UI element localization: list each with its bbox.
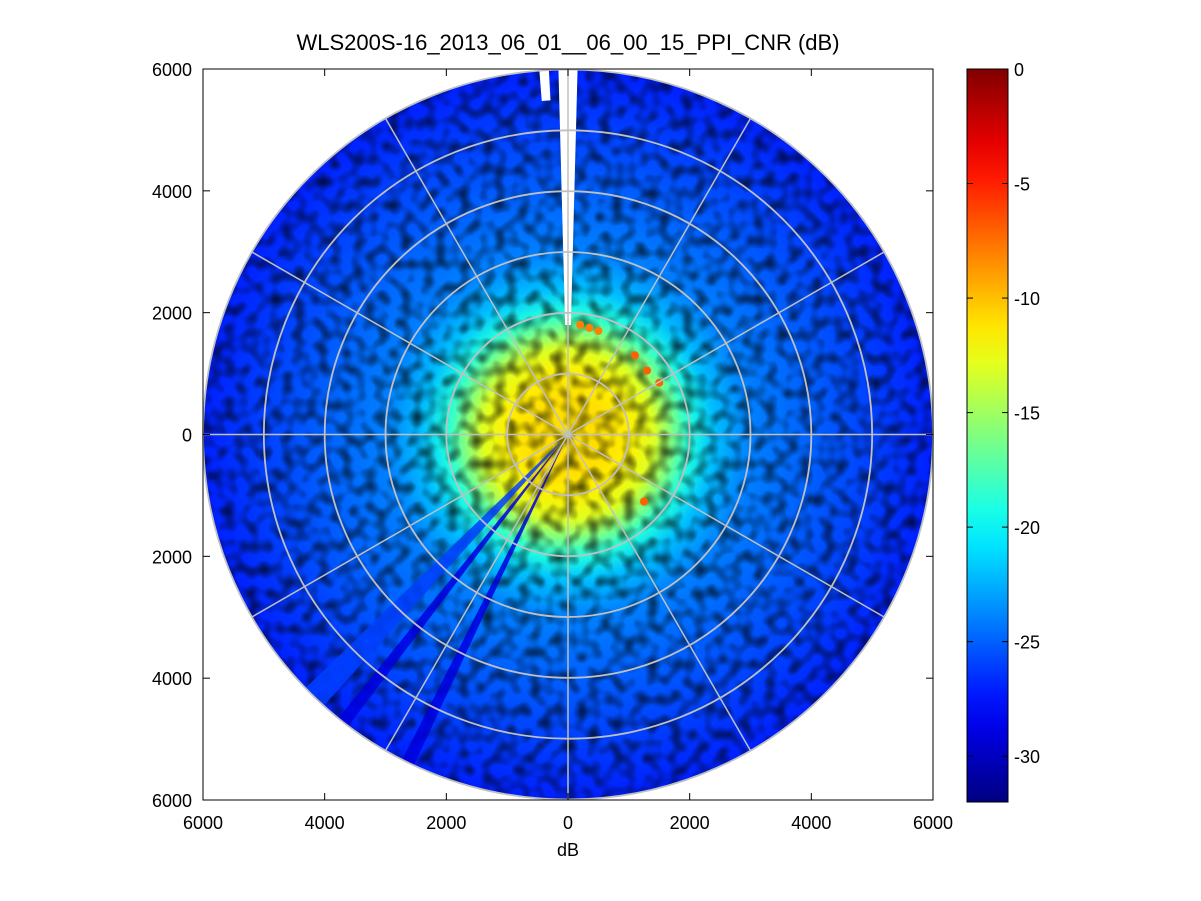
- colorbar: 0 -5 -10 -15 -20 -25 -30: [966, 60, 1040, 803]
- polar-grid: [202, 68, 934, 801]
- y-axis: 6000 4000 2000 0 2000 4000 6000: [152, 60, 933, 811]
- plot-area: 6000 4000 2000 0 2000 4000 6000 6000 4000 2000 0 2…: [152, 60, 953, 833]
- colorbar-tick-label: -25: [1014, 633, 1040, 653]
- high-cnr-feature: [576, 320, 585, 329]
- colorbar-tick-label: -10: [1014, 289, 1040, 309]
- colorbar-tick-label: -20: [1014, 518, 1040, 538]
- high-cnr-feature: [585, 323, 594, 332]
- range-ring: [506, 372, 630, 497]
- x-tick-label: 4000: [791, 813, 831, 833]
- x-tick-label: 6000: [183, 813, 223, 833]
- x-tick-label: 0: [563, 813, 573, 833]
- x-tick-label: 2000: [426, 813, 466, 833]
- y-tick-label: 4000: [152, 669, 192, 689]
- y-tick-label: 2000: [152, 304, 192, 324]
- high-cnr-feature: [640, 497, 649, 506]
- high-cnr-feature: [594, 326, 603, 335]
- colorbar-tick-label: 0: [1014, 60, 1024, 80]
- low-cnr-sector: [338, 443, 561, 727]
- x-tick-label: 4000: [305, 813, 345, 833]
- chart-title: WLS200S-16_2013_06_01__06_00_15_PPI_CNR …: [296, 30, 839, 55]
- high-cnr-feature: [630, 351, 639, 360]
- high-cnr-feature: [643, 366, 652, 375]
- range-ring: [384, 251, 752, 618]
- y-tick-label: 2000: [152, 547, 192, 567]
- colorbar-ticks: 0 -5 -10 -15 -20 -25 -30: [967, 60, 1040, 767]
- low-cnr-sector: [402, 445, 563, 766]
- range-ring: [323, 190, 813, 679]
- colorbar-tick-label: -5: [1014, 175, 1030, 195]
- range-ring: [445, 311, 691, 558]
- colorbar-tick-label: -30: [1014, 747, 1040, 767]
- colorbar-tick-label: -15: [1014, 404, 1040, 424]
- colorbar-frame: [966, 68, 1009, 803]
- low-cnr-sector: [305, 442, 560, 706]
- no-data-sector: [539, 70, 551, 101]
- y-tick-label: 4000: [152, 182, 192, 202]
- colorbar-scale: [967, 69, 1008, 802]
- x-axis: 6000 4000 2000 0 2000 4000 6000: [183, 69, 953, 833]
- y-tick-label: 6000: [152, 60, 192, 80]
- x-tick-label: 6000: [913, 813, 953, 833]
- x-axis-label: dB: [557, 840, 579, 860]
- y-tick-label: 6000: [152, 791, 192, 811]
- y-tick-label: 0: [182, 426, 192, 446]
- range-ring: [262, 129, 874, 740]
- x-tick-label: 2000: [670, 813, 710, 833]
